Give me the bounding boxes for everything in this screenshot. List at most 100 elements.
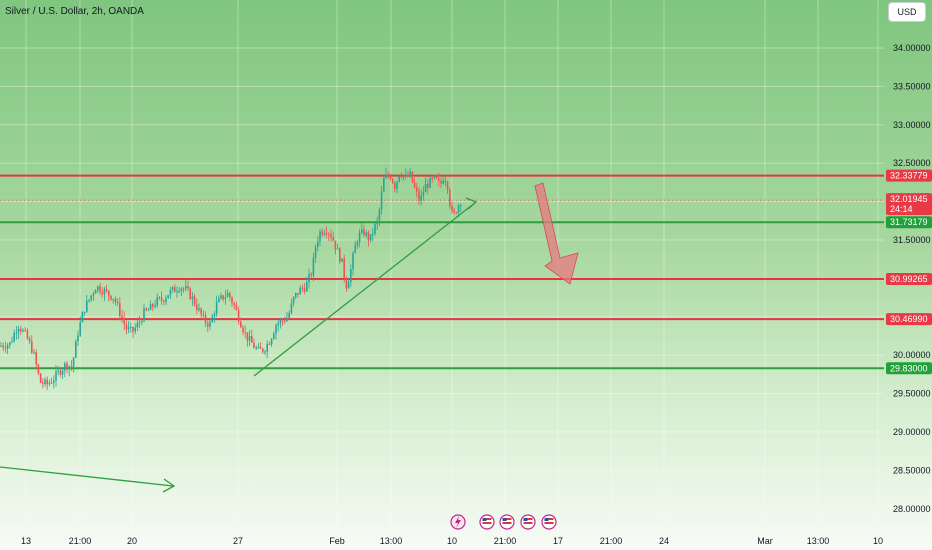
candle-body [160, 297, 163, 301]
flag-canton [523, 518, 528, 521]
candle-body [226, 292, 229, 297]
candle-body [317, 241, 319, 248]
y-tick-label: 28.50000 [893, 465, 931, 475]
candle-body [0, 345, 2, 347]
candle-body [402, 176, 405, 178]
candle-body [165, 298, 167, 302]
candle-body [457, 205, 460, 213]
candle-body [123, 318, 125, 325]
candle-body [255, 347, 257, 349]
x-tick-label: 17 [553, 536, 563, 546]
candle-body [48, 382, 51, 385]
chart-title: Silver / U.S. Dollar, 2h, OANDA [5, 6, 144, 17]
candle-body [460, 204, 462, 206]
candle-body [220, 295, 222, 299]
candle-body [86, 300, 88, 312]
x-tick-label: 13 [21, 536, 31, 546]
candle-body [446, 182, 449, 190]
candle-body [31, 341, 33, 353]
candle-body [455, 212, 458, 214]
candle-body [90, 295, 92, 300]
y-tick-label: 28.00000 [893, 504, 931, 514]
candle-body [240, 321, 242, 328]
candle-body [185, 286, 187, 289]
chart-grid [0, 0, 884, 530]
price-tag-label: 32.33779 [890, 171, 928, 181]
candle-body [257, 347, 260, 349]
candle-body [198, 308, 200, 310]
candle-body [112, 298, 114, 300]
candle-body [319, 231, 321, 242]
candle-body [347, 282, 350, 289]
candle-body [169, 289, 172, 296]
candle-body [163, 300, 165, 302]
candle-body [6, 345, 9, 349]
x-tick-label: 24 [659, 536, 669, 546]
y-tick-label: 30.00000 [893, 350, 931, 360]
candle-body [37, 364, 40, 374]
candle-body [61, 370, 64, 375]
candle-body [224, 296, 227, 300]
candle-body [449, 189, 451, 206]
candle-body [281, 320, 284, 322]
time-axis[interactable]: 13 21:00 20 27 Feb 13:00 10 21:00 17 21:00 24 Mar 13… [21, 536, 883, 546]
event-icons[interactable] [450, 514, 557, 530]
candle-body [202, 314, 205, 316]
candle-body [405, 174, 407, 177]
candle-body [4, 347, 7, 349]
x-tick-label: 27 [233, 536, 243, 546]
price-tag [886, 313, 932, 326]
down-arrow [534, 182, 579, 285]
candle-body [251, 336, 253, 343]
candle-body [266, 343, 268, 352]
candle-body [33, 352, 35, 354]
x-tick-label: 20 [127, 536, 137, 546]
candle-body [314, 247, 317, 258]
price-tag [886, 169, 932, 182]
candle-body [189, 288, 191, 300]
candle-body [218, 298, 220, 303]
trendline [253, 201, 477, 377]
candle-body [409, 171, 411, 177]
candle-body [367, 232, 370, 241]
candle-body [191, 296, 194, 300]
trendline-arrowhead [465, 197, 478, 210]
candle-body [114, 298, 117, 302]
candle-body [178, 290, 180, 292]
x-tick-label: 13:00 [380, 536, 403, 546]
candle-body [233, 303, 235, 306]
candle-body [105, 289, 108, 291]
candle-body [453, 210, 455, 213]
x-tick-label: 21:00 [69, 536, 92, 546]
x-tick-label: Mar [757, 536, 773, 546]
candle-body [136, 322, 139, 328]
candle-body [88, 299, 90, 301]
candle-body [396, 181, 398, 189]
candle-body [372, 233, 374, 235]
y-tick-label: 29.00000 [893, 427, 931, 437]
y-tick-label: 31.50000 [893, 235, 931, 245]
candle-body [108, 290, 110, 296]
candle-body [268, 343, 271, 345]
candle-body [246, 332, 249, 341]
candle-body [433, 175, 436, 179]
x-tick-label: Feb [329, 536, 345, 546]
flag-stripe [502, 518, 512, 520]
candle-body [35, 352, 37, 365]
candle-body [207, 323, 209, 327]
candle-body [248, 336, 251, 341]
candle-body [431, 177, 433, 179]
candle-body [398, 176, 400, 182]
candle-body [154, 305, 156, 307]
candle-body [127, 327, 130, 330]
price-tag-label: 29.83000 [890, 363, 928, 373]
currency-button[interactable]: USD [888, 2, 926, 22]
candle-body [303, 288, 306, 292]
candle-body [330, 234, 332, 238]
candle-body [356, 241, 359, 246]
candle-body [125, 324, 128, 330]
candle-body [297, 292, 299, 295]
candle-body [299, 287, 301, 295]
candle-body [110, 295, 112, 300]
